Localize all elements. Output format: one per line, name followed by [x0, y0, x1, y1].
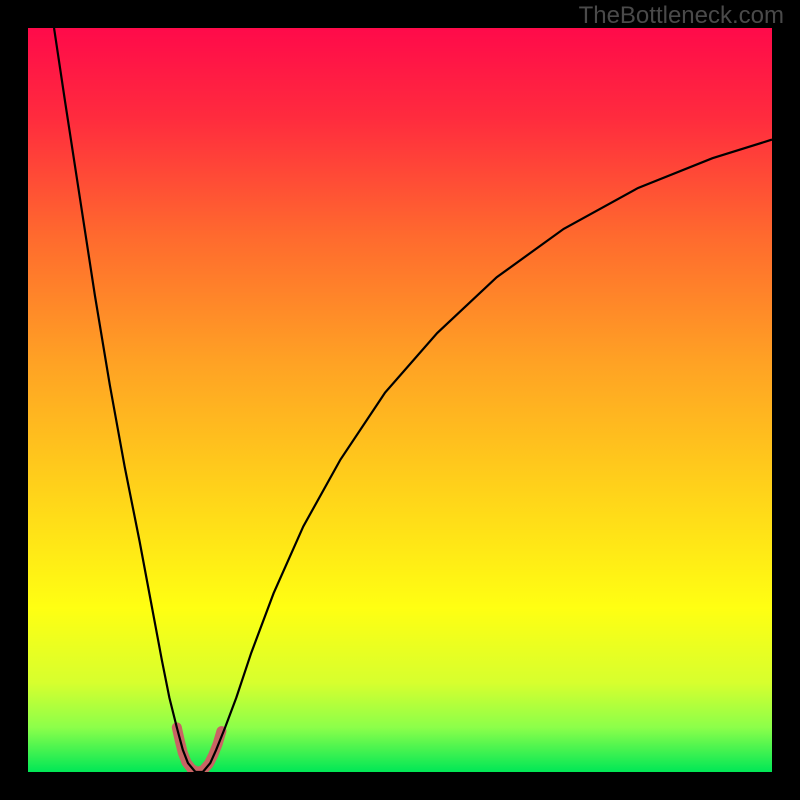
plot-area: [28, 28, 772, 772]
bottleneck-curve-chart: [28, 28, 772, 772]
watermark-text: TheBottleneck.com: [579, 2, 784, 30]
chart-frame: TheBottleneck.com: [0, 0, 800, 800]
gradient-background: [28, 28, 772, 772]
